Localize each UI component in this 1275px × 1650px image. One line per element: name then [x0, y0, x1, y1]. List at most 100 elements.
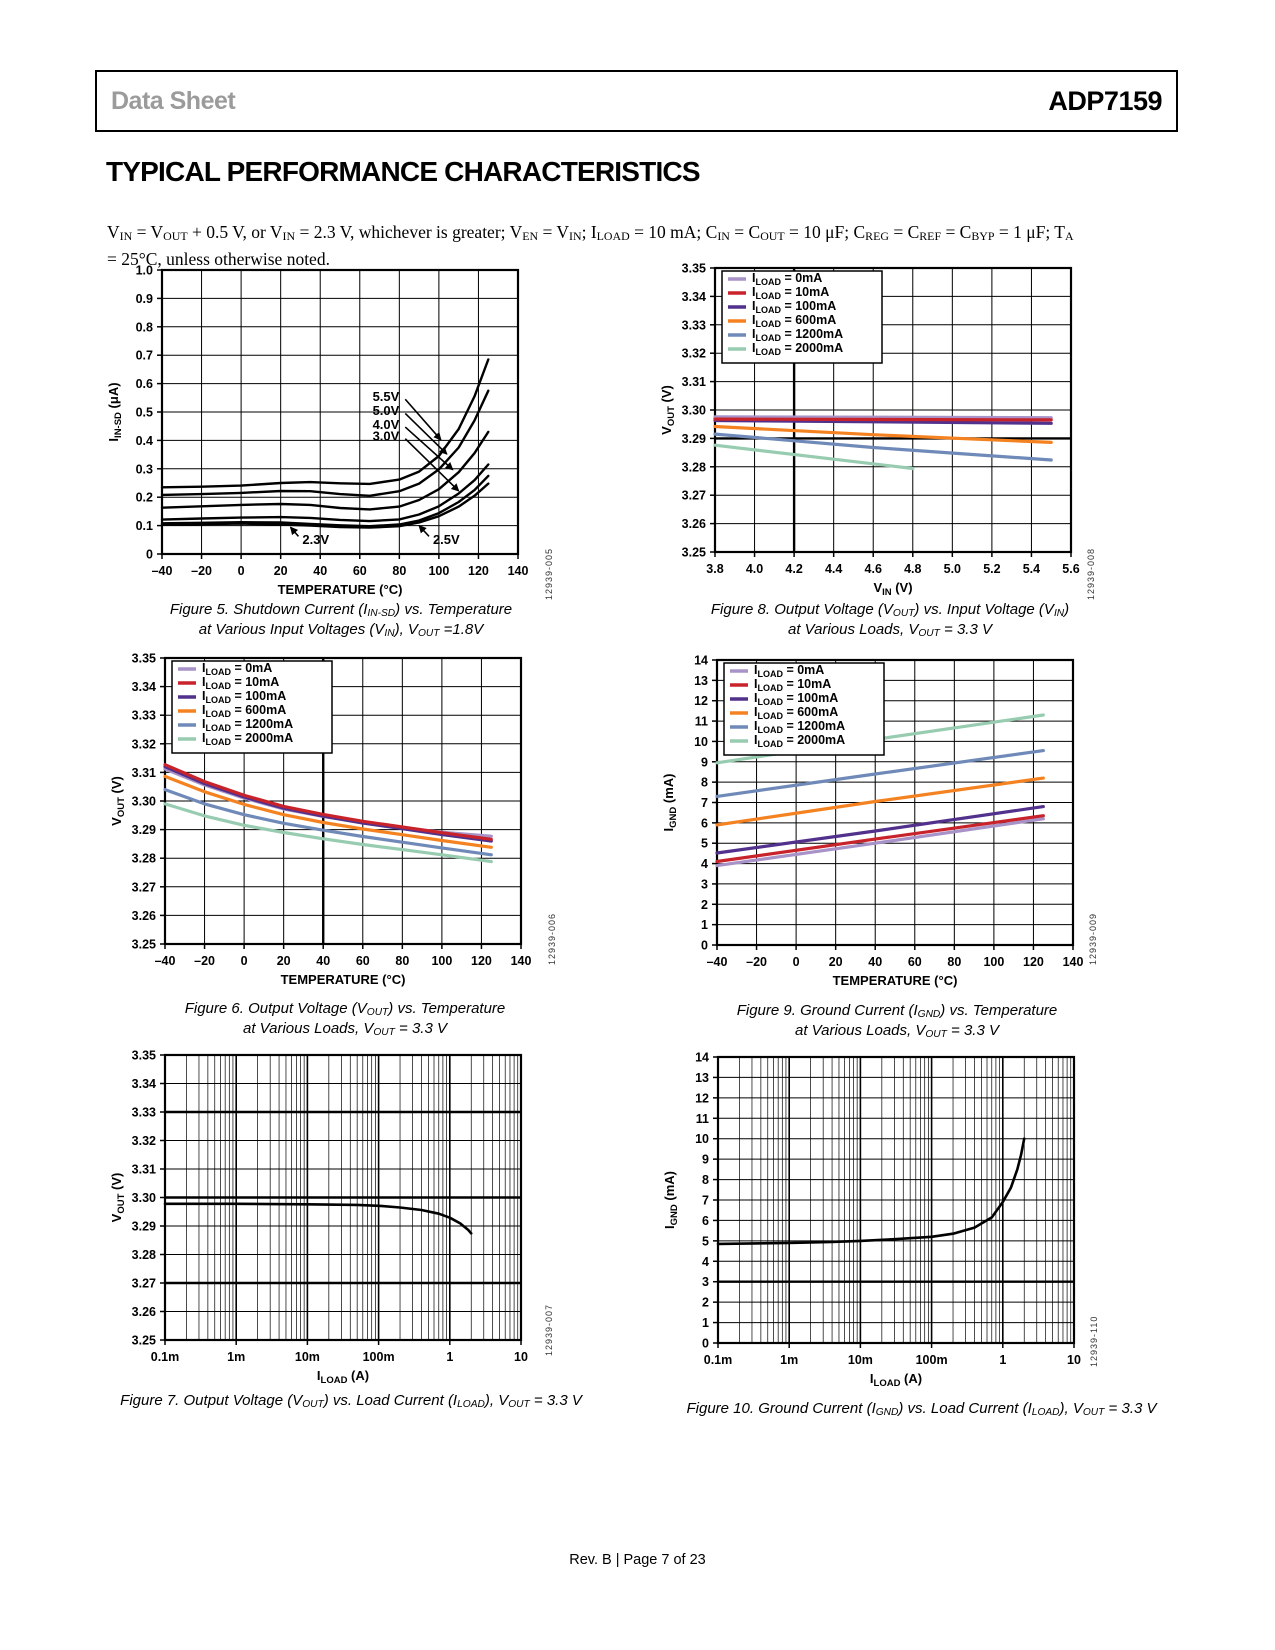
svg-text:3.26: 3.26 — [132, 909, 156, 923]
svg-text:3.30: 3.30 — [132, 795, 156, 809]
svg-text:5: 5 — [701, 837, 708, 851]
annotation-5.0V: 5.0V — [373, 403, 400, 418]
svg-text:4: 4 — [701, 857, 708, 871]
page-title: TYPICAL PERFORMANCE CHARACTERISTICS — [106, 156, 701, 187]
figure-10-caption: Figure 10. Ground Current (IGND) vs. Loa… — [686, 1400, 1157, 1418]
series-1200mA-line — [163, 788, 493, 857]
svg-text:11: 11 — [696, 1112, 709, 1126]
legend-label-0mA: ILOAD = 0mA — [752, 271, 822, 287]
svg-text:3.29: 3.29 — [132, 1220, 156, 1234]
svg-text:12: 12 — [695, 1091, 709, 1105]
svg-text:120: 120 — [1023, 955, 1044, 969]
svg-text:3.32: 3.32 — [132, 737, 156, 751]
svg-text:5.4: 5.4 — [1023, 562, 1040, 576]
svg-text:6: 6 — [702, 1214, 709, 1228]
svg-text:3.31: 3.31 — [682, 375, 706, 389]
svg-text:20: 20 — [277, 954, 291, 968]
legend-label-10mA: ILOAD = 10mA — [752, 285, 829, 301]
annotation-2.5V: 2.5V — [433, 532, 460, 547]
svg-text:1: 1 — [999, 1353, 1006, 1367]
svg-text:3.26: 3.26 — [682, 517, 706, 531]
svg-text:3.28: 3.28 — [132, 1248, 156, 1262]
svg-text:10m: 10m — [848, 1353, 873, 1367]
svg-text:8: 8 — [701, 776, 708, 790]
svg-text:3.25: 3.25 — [132, 938, 156, 952]
figure-5: –40 –20 0 20 40 60 80 100 120 140 0 0.1 0.2 0.3 0.4 0.5… — [100, 262, 554, 639]
series-4.0V-line — [160, 430, 490, 511]
svg-text:2: 2 — [702, 1296, 709, 1310]
legend-label-100mA: ILOAD = 100mA — [202, 689, 286, 705]
svg-text:100: 100 — [431, 954, 452, 968]
series-100mA-line — [715, 805, 1045, 855]
figure-10-chart: 0.1m 1m 10m 100m 1 1001234567891011121314ILOA… — [662, 1051, 1081, 1390]
svg-text:12: 12 — [694, 694, 708, 708]
svg-text:0: 0 — [241, 954, 248, 968]
svg-text:3.35: 3.35 — [682, 262, 706, 276]
svg-text:0: 0 — [701, 939, 708, 953]
svg-text:3.33: 3.33 — [682, 318, 706, 332]
svg-text:–40: –40 — [155, 954, 176, 968]
legend-label-1200mA: ILOAD = 1200mA — [752, 327, 843, 343]
svg-text:0.1m: 0.1m — [704, 1353, 733, 1367]
series-100mA-line — [713, 418, 1053, 425]
svg-text:0: 0 — [702, 1337, 709, 1351]
svg-text:4.4: 4.4 — [825, 562, 842, 576]
svg-text:7: 7 — [701, 796, 708, 810]
svg-text:3.30: 3.30 — [132, 1191, 156, 1205]
svg-text:4.8: 4.8 — [904, 562, 921, 576]
svg-text:0: 0 — [238, 564, 245, 578]
svg-text:ILOAD (A): ILOAD (A) — [870, 1371, 922, 1389]
legend-label-0mA: ILOAD = 0mA — [202, 661, 272, 677]
svg-text:IGND (mA): IGND (mA) — [661, 774, 679, 832]
legend-label-2000mA: ILOAD = 2000mA — [754, 733, 845, 749]
series-2.5V-line — [160, 474, 490, 528]
page-footer: Rev. B | Page 7 of 23 — [569, 1552, 706, 1568]
figure-5-id-code: 12939-005 — [544, 547, 554, 600]
series-2.3V-line — [160, 482, 490, 529]
annotation-2.3V: 2.3V — [302, 532, 329, 547]
svg-text:1: 1 — [701, 918, 708, 932]
svg-text:–20: –20 — [191, 564, 212, 578]
svg-text:120: 120 — [471, 954, 492, 968]
svg-text:4.0: 4.0 — [746, 562, 763, 576]
svg-text:3: 3 — [701, 877, 708, 891]
svg-text:60: 60 — [356, 954, 370, 968]
svg-text:40: 40 — [316, 954, 330, 968]
doc-type-label: Data Sheet — [111, 86, 236, 115]
svg-text:3.28: 3.28 — [682, 460, 706, 474]
svg-text:–20: –20 — [746, 955, 767, 969]
svg-text:3.34: 3.34 — [682, 290, 706, 304]
svg-text:10: 10 — [1067, 1353, 1081, 1367]
svg-text:3.31: 3.31 — [132, 1163, 156, 1177]
svg-text:5.2: 5.2 — [983, 562, 1000, 576]
svg-text:VOUT (V): VOUT (V) — [109, 776, 127, 826]
svg-text:–40: –40 — [152, 564, 173, 578]
series-3.0V-line — [160, 463, 490, 523]
svg-text:0.2: 0.2 — [136, 491, 153, 505]
svg-text:60: 60 — [353, 564, 367, 578]
svg-text:3.8: 3.8 — [706, 562, 723, 576]
svg-text:3.33: 3.33 — [132, 1106, 156, 1120]
series-1200mA-line — [713, 432, 1053, 462]
svg-text:0.4: 0.4 — [136, 434, 153, 448]
figure-7-chart: 0.1m 1m 10m 100m 1 10 3.25 3.26 3.27 3.28 3.29 3.30… — [109, 1049, 528, 1387]
svg-text:20: 20 — [829, 955, 843, 969]
figure-10: 0.1m 1m 10m 100m 1 10 0 1 2 3 4 5 6 7 8 9 10 11 12 13 14 ILOA… — [656, 1049, 1157, 1418]
annotation-4.0V: 4.0V — [373, 417, 400, 432]
svg-text:100m: 100m — [916, 1353, 948, 1367]
svg-text:3.28: 3.28 — [132, 852, 156, 866]
legend-label-1200mA: ILOAD = 1200mA — [754, 719, 845, 735]
legend-label-1200mA: ILOAD = 1200mA — [202, 717, 293, 733]
svg-text:IGND (mA): IGND (mA) — [662, 1171, 680, 1229]
svg-text:20: 20 — [274, 564, 288, 578]
svg-text:3.26: 3.26 — [132, 1305, 156, 1319]
svg-text:3.35: 3.35 — [132, 652, 156, 666]
figure-6-caption: Figure 6. Output Voltage (VOUT) vs. Temp… — [184, 1000, 506, 1038]
series-600mA-line — [715, 776, 1045, 827]
legend-label-600mA: ILOAD = 600mA — [754, 705, 838, 721]
series-1200mA-line — [715, 748, 1045, 798]
svg-text:3.27: 3.27 — [682, 489, 706, 503]
svg-text:0.8: 0.8 — [136, 320, 153, 334]
svg-text:3.27: 3.27 — [132, 1277, 156, 1291]
